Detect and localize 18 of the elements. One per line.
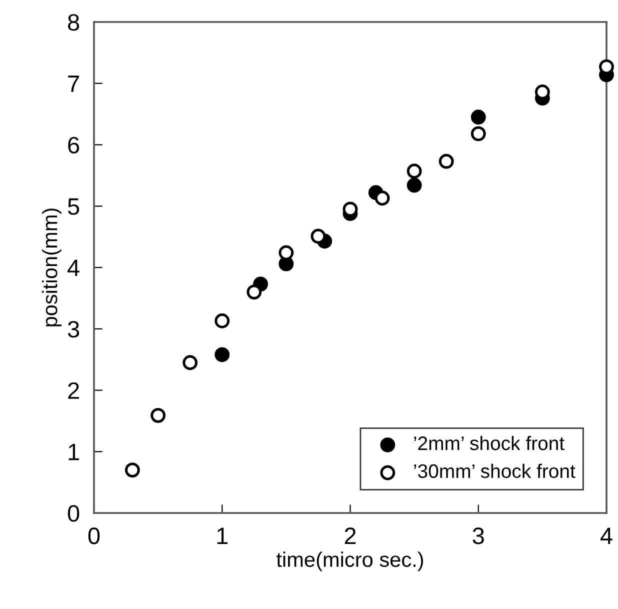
y-tick-label: 5 <box>68 198 80 215</box>
y-tick-label: 3 <box>68 320 80 338</box>
x-tick-label: 1 <box>217 528 228 544</box>
x-tick-label: 2 <box>344 528 356 544</box>
y-axis-title: position(mm) <box>42 208 62 326</box>
y-tick-label: 7 <box>68 76 79 92</box>
y-tick-label: 0 <box>68 505 80 522</box>
x-tick-label: 0 <box>88 528 100 544</box>
x-axis-title: time(micro sec.) <box>276 552 424 572</box>
legend-label: ’2mm’ shock front <box>414 436 564 450</box>
x-tick-label: 3 <box>472 528 484 544</box>
legend-label: ’30mm’ shock front <box>414 464 576 478</box>
y-tick-label: 4 <box>68 260 80 276</box>
x-tick-label: 4 <box>600 528 612 544</box>
y-tick-label: 6 <box>68 136 80 154</box>
y-tick-label: 1 <box>68 444 79 460</box>
y-tick-label: 2 <box>68 382 79 399</box>
y-tick-label: 8 <box>68 14 80 31</box>
